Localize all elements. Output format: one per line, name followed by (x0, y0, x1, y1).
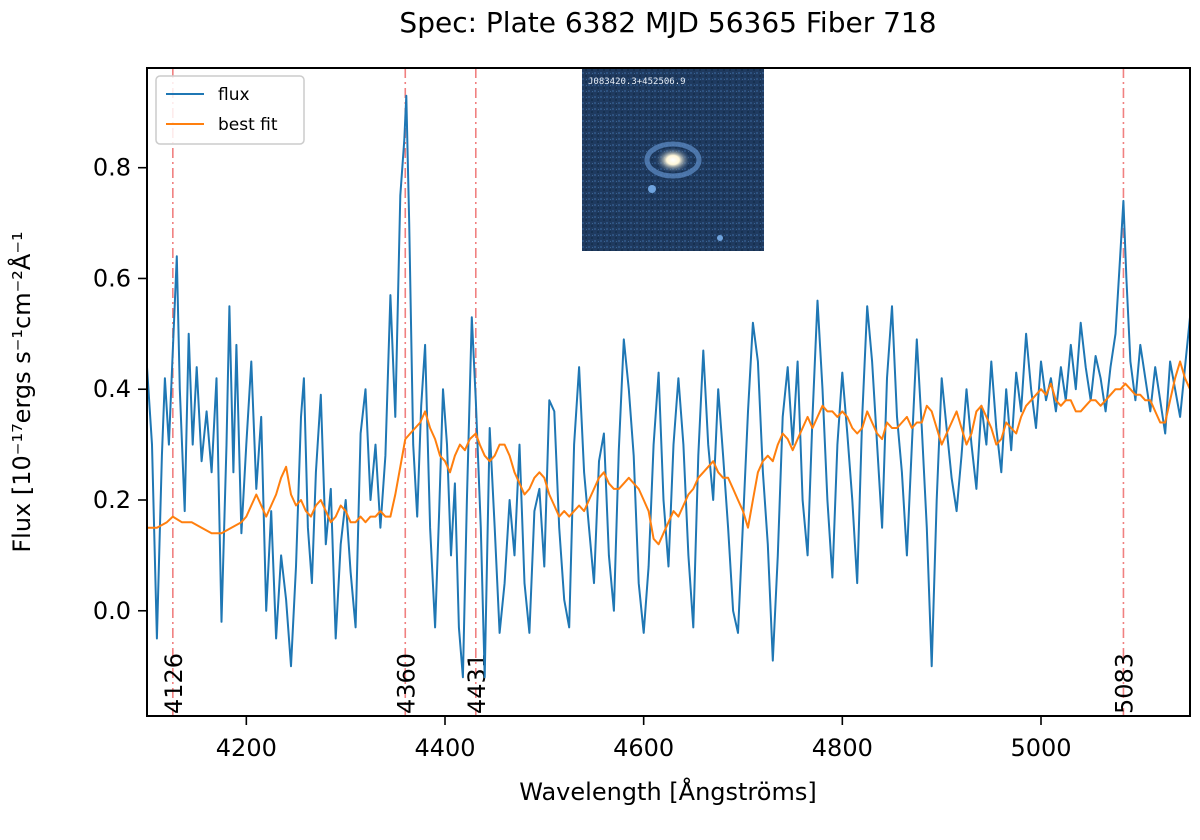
emission-line-markers: 4126 4360 4431 5083 (160, 68, 1138, 716)
legend-label-flux: flux (218, 85, 250, 105)
vline-label-4360: 4360 (392, 653, 420, 714)
y-tick-label: 0.4 (93, 375, 131, 403)
x-axis-title: Wavelength [Ångströms] (519, 777, 816, 806)
x-tick-label: 4200 (216, 734, 277, 762)
series-line-flux (146, 94, 1191, 679)
vline-label-4431: 4431 (463, 653, 491, 714)
galaxy-core (655, 147, 691, 173)
plot-frame (146, 67, 1191, 717)
y-tick-label: 0.8 (93, 154, 131, 182)
vline-label-4126: 4126 (160, 653, 188, 714)
series-line-best-fit (147, 360, 1191, 546)
galaxy-knot (648, 185, 656, 193)
x-axis: 4200 4400 4600 4800 5000 (216, 716, 1072, 762)
x-tick-label: 4800 (812, 734, 873, 762)
legend-label-best-fit: best fit (218, 115, 278, 135)
x-tick-label: 4400 (414, 734, 475, 762)
thumbnail-label: J083420.3+452506.9 (588, 77, 686, 87)
y-axis: 0.0 0.2 0.4 0.6 0.8 (93, 154, 147, 625)
x-tick-label: 5000 (1010, 734, 1071, 762)
galaxy-ring (644, 141, 702, 179)
x-tick-label: 4600 (613, 734, 674, 762)
y-tick-label: 0.0 (93, 597, 131, 625)
series-layer (146, 94, 1191, 679)
y-tick-label: 0.2 (93, 486, 131, 514)
y-axis-title: Flux [10⁻¹⁷ergs s⁻¹cm⁻²Å⁻¹ (7, 231, 36, 552)
legend: flux best fit (155, 75, 305, 145)
chart-title: Spec: Plate 6382 MJD 56365 Fiber 718 (399, 6, 936, 39)
galaxy-knot (717, 235, 723, 241)
y-tick-label: 0.6 (93, 264, 131, 292)
vline-label-5083: 5083 (1110, 653, 1138, 714)
galaxy-thumbnail: J083420.3+452506.9 (582, 69, 764, 251)
